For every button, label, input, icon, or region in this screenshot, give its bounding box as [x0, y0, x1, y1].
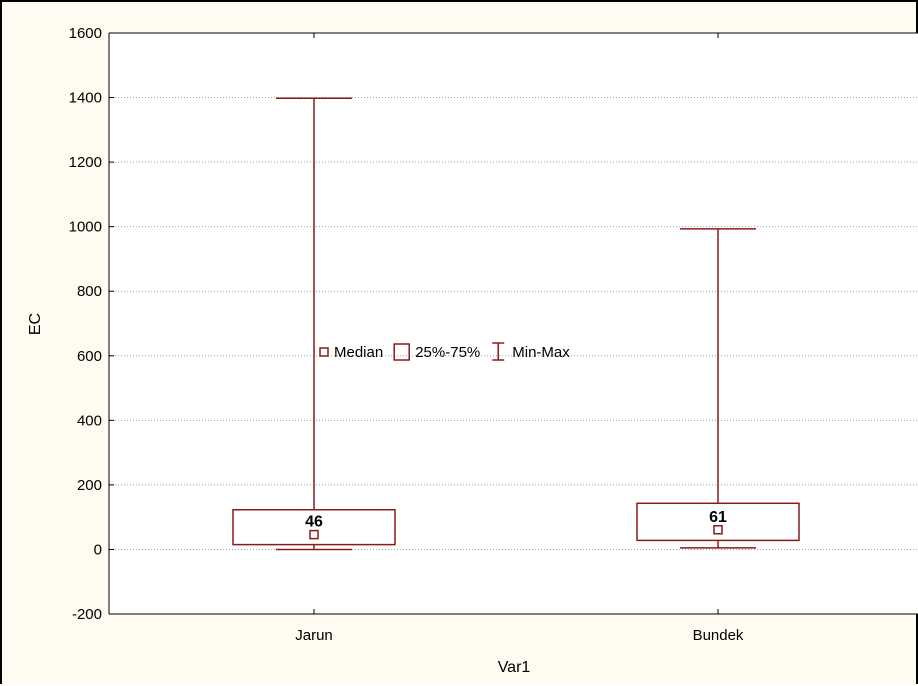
iqr-box: [232, 508, 396, 546]
median-label: 46: [305, 514, 323, 531]
median-label: 61: [709, 509, 727, 526]
y-tick-label: -200: [72, 606, 102, 623]
plot-area: [109, 33, 918, 614]
legend-item-median: Median: [319, 344, 383, 361]
box-bundek: 61: [636, 228, 800, 549]
y-tick-label: 200: [77, 477, 102, 494]
x-tick-label: Bundek: [693, 627, 744, 644]
y-axis-ticks: -200 0 200 400 600 800 1000 1200 1400 1600: [69, 25, 114, 623]
y-axis-title: EC: [27, 313, 44, 335]
legend: Median 25%-75% Min-Max: [319, 342, 570, 361]
legend-item-box: 25%-75%: [393, 343, 480, 361]
y-tick-label: 800: [77, 283, 102, 300]
legend-label: 25%-75%: [415, 344, 480, 361]
y-tick-label: 400: [77, 412, 102, 429]
x-axis-title: Var1: [498, 659, 531, 676]
y-tick-label: 1600: [69, 25, 102, 42]
y-tick-label: 1400: [69, 90, 102, 107]
legend-box-icon: [393, 343, 410, 361]
x-tick-label: Jarun: [295, 627, 333, 644]
median-marker: [309, 529, 319, 540]
box-series: 46 61: [232, 97, 800, 551]
x-axis-ticks: Jarun Bundek: [295, 33, 744, 644]
legend-item-whisker: Min-Max: [492, 342, 570, 361]
y-tick-label: 0: [94, 541, 102, 558]
iqr-box: [636, 502, 800, 542]
legend-label: Median: [334, 344, 383, 361]
box-jarun: 46: [232, 97, 396, 551]
y-tick-label: 1200: [69, 154, 102, 171]
legend-label: Min-Max: [512, 344, 570, 361]
legend-median-icon: [319, 347, 329, 357]
median-marker: [713, 525, 723, 535]
y-tick-label: 1000: [69, 219, 102, 236]
y-tick-label: 600: [77, 348, 102, 365]
